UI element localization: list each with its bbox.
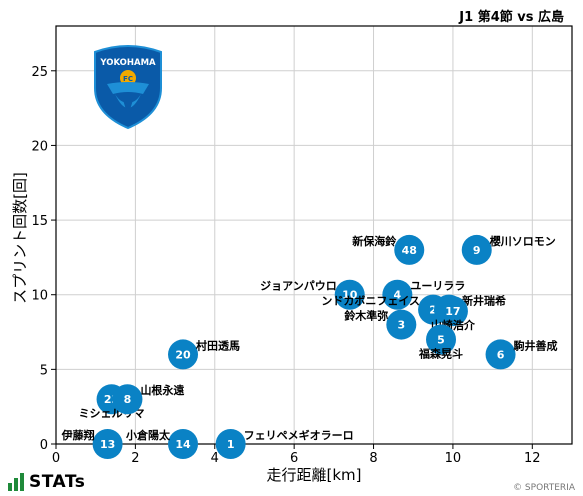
y-tick-label: 10 bbox=[31, 289, 48, 304]
x-tick-label: 12 bbox=[524, 451, 541, 466]
point-marker bbox=[485, 339, 516, 370]
y-tick-label: 25 bbox=[31, 65, 48, 80]
y-tick-label: 15 bbox=[31, 214, 48, 229]
x-tick-label: 6 bbox=[290, 451, 298, 466]
point-label: 新保海鈴 bbox=[352, 234, 397, 248]
x-tick-label: 0 bbox=[52, 451, 60, 466]
point-number: 14 bbox=[175, 438, 191, 451]
point-label: 鈴木準弥 bbox=[344, 309, 388, 323]
logo-badge: FC bbox=[123, 75, 133, 83]
point-marker bbox=[382, 279, 413, 310]
y-axis-title: スプリント回数[回] bbox=[11, 172, 29, 304]
x-tick-label: 8 bbox=[369, 451, 377, 466]
point-number: 48 bbox=[402, 244, 417, 257]
point-marker bbox=[168, 339, 199, 370]
data-point: 1 フェリペメギオラーロ bbox=[215, 428, 354, 459]
y-tick-label: 0 bbox=[40, 438, 48, 453]
point-marker bbox=[168, 429, 199, 459]
data-point: 14 小倉陽太 bbox=[125, 428, 199, 459]
point-label: 村田透馬 bbox=[196, 338, 240, 352]
team-logo: YOKOHAMA FC bbox=[94, 45, 162, 130]
data-point: 13 伊藤翔 bbox=[61, 428, 123, 459]
data-point: 20 村田透馬 bbox=[168, 338, 240, 370]
point-number: 5 bbox=[437, 334, 445, 347]
data-point: 3 鈴木準弥 bbox=[344, 309, 417, 340]
data-point: 8 山根永遠 bbox=[112, 383, 184, 415]
point-label: 伊藤翔 bbox=[61, 428, 95, 442]
match-title: J1 第4節 vs 広島 bbox=[459, 10, 564, 25]
point-marker bbox=[437, 296, 468, 327]
stats-brand: STATs bbox=[8, 472, 85, 492]
point-number: 2 bbox=[429, 304, 437, 317]
point-label: 駒井善成 bbox=[514, 338, 558, 352]
y-tick-label: 5 bbox=[40, 363, 48, 378]
data-point: 9 櫻川ソロモン bbox=[461, 234, 556, 265]
point-label: ユーリララ bbox=[410, 280, 465, 293]
point-number: 20 bbox=[175, 348, 191, 361]
point-marker bbox=[394, 234, 425, 265]
point-label: ンドカボニフェイス bbox=[321, 294, 420, 308]
x-tick-label: 4 bbox=[211, 451, 219, 466]
point-marker bbox=[386, 309, 417, 340]
point-label: フェリペメギオラーロ bbox=[244, 428, 354, 442]
x-tick-label: 2 bbox=[131, 451, 139, 466]
point-number: 13 bbox=[100, 438, 115, 451]
point-number: 17 bbox=[445, 305, 460, 318]
point-label: 小倉陽太 bbox=[125, 428, 171, 442]
point-number: 1 bbox=[227, 438, 235, 451]
y-tick-label: 20 bbox=[31, 139, 48, 154]
point-marker bbox=[461, 234, 492, 265]
point-label: ジョアンパウロ bbox=[260, 280, 337, 293]
point-number: 10 bbox=[342, 289, 358, 302]
stats-brand-text: STATs bbox=[29, 472, 86, 492]
data-point: 48 新保海鈴 bbox=[352, 234, 425, 265]
point-label: 新井瑞希 bbox=[462, 294, 506, 308]
point-number: 6 bbox=[497, 348, 505, 361]
logo-text: YOKOHAMA bbox=[99, 58, 156, 68]
point-marker bbox=[215, 429, 246, 459]
data-point: 10 ジョアンパウロ bbox=[260, 279, 365, 310]
point-marker bbox=[426, 324, 457, 355]
bar-chart-icon bbox=[8, 473, 24, 491]
data-point: 6 駒井善成 bbox=[485, 338, 558, 370]
plot-frame bbox=[55, 25, 573, 445]
point-number: 3 bbox=[397, 319, 405, 332]
x-tick-label: 10 bbox=[445, 451, 462, 466]
point-label: 福森晃斗 bbox=[418, 347, 463, 361]
point-number: 4 bbox=[394, 289, 402, 302]
point-marker bbox=[92, 429, 123, 459]
data-points: 48新保海鈴9櫻川ソロモン10ジョアンパウロ4ユーリララ2ンドカボニフェイス30… bbox=[61, 234, 558, 459]
copyright: © SPORTERIA bbox=[513, 483, 575, 493]
data-point: 4 ユーリララ bbox=[382, 279, 465, 310]
x-axis-title: 走行距離[km] bbox=[266, 466, 361, 484]
point-number: 9 bbox=[473, 244, 481, 257]
point-marker bbox=[112, 384, 143, 415]
point-label: 山根永遠 bbox=[140, 383, 184, 397]
point-number: 8 bbox=[124, 393, 132, 406]
point-label: 櫻川ソロモン bbox=[489, 234, 556, 248]
point-marker bbox=[334, 279, 365, 310]
